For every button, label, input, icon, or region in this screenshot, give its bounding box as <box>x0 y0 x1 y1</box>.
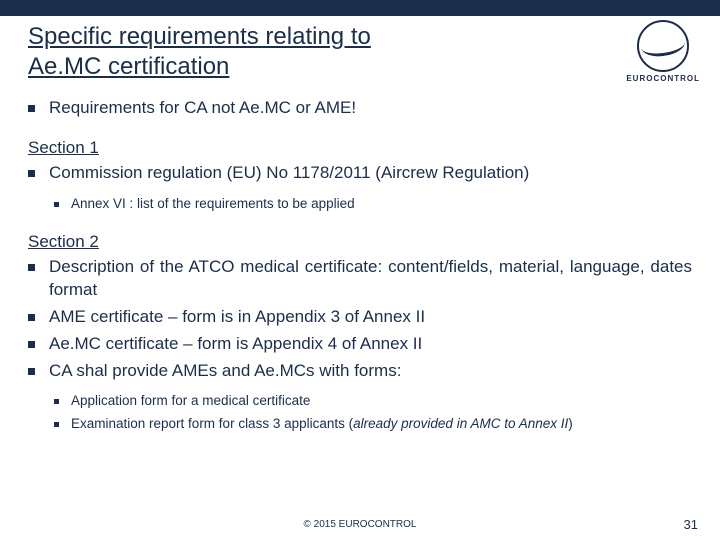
sub-bullet-text: Annex VI : list of the requirements to b… <box>71 195 692 214</box>
intro-bullet: Requirements for CA not Ae.MC or AME! <box>28 97 692 120</box>
slide-body: Requirements for CA not Ae.MC or AME! Se… <box>0 83 720 434</box>
bullet-icon <box>54 422 59 427</box>
bullet-icon <box>28 368 35 375</box>
bullet-text: Commission regulation (EU) No 1178/2011 … <box>49 162 692 185</box>
bullet-text: Ae.MC certificate – form is Appendix 4 o… <box>49 333 692 356</box>
top-bar <box>0 0 720 16</box>
bullet-icon <box>28 314 35 321</box>
page-number: 31 <box>684 517 698 532</box>
title-line-1: Specific requirements relating to <box>28 23 371 50</box>
section-2-bullet: CA shal provide AMEs and Ae.MCs with for… <box>28 360 692 383</box>
sub-bullet-text: Application form for a medical certifica… <box>71 392 692 411</box>
footer-copyright: © 2015 EUROCONTROL <box>0 519 720 530</box>
section-1-sub-bullet: Annex VI : list of the requirements to b… <box>54 195 692 214</box>
title-line-2: Ae.MC certification <box>28 53 229 80</box>
bullet-icon <box>28 170 35 177</box>
section-2-bullet: Ae.MC certificate – form is Appendix 4 o… <box>28 333 692 356</box>
bullet-icon <box>28 105 35 112</box>
bullet-icon <box>54 399 59 404</box>
bullet-icon <box>28 264 35 271</box>
eurocontrol-logo: EUROCONTROL <box>626 20 700 83</box>
section-1-bullet: Commission regulation (EU) No 1178/2011 … <box>28 162 692 185</box>
section-2-sub-bullet: Application form for a medical certifica… <box>54 392 692 411</box>
logo-icon <box>637 20 689 72</box>
section-2-heading: Section 2 <box>28 232 692 252</box>
section-1-heading: Section 1 <box>28 138 692 158</box>
sub-bullet-prefix: Examination report form for class 3 appl… <box>71 416 353 431</box>
bullet-text: Description of the ATCO medical certific… <box>49 256 692 302</box>
header: Specific requirements relating to Ae.MC … <box>0 16 720 83</box>
bullet-icon <box>28 341 35 348</box>
section-2-bullet: Description of the ATCO medical certific… <box>28 256 692 302</box>
bullet-icon <box>54 202 59 207</box>
sub-bullet-close: ) <box>568 416 573 431</box>
bullet-text: CA shal provide AMEs and Ae.MCs with for… <box>49 360 692 383</box>
bullet-text: AME certificate – form is in Appendix 3 … <box>49 306 692 329</box>
section-2-sub-bullet: Examination report form for class 3 appl… <box>54 415 692 434</box>
sub-bullet-text: Examination report form for class 3 appl… <box>71 415 692 434</box>
logo-label: EUROCONTROL <box>626 74 700 83</box>
sub-bullet-italic: already provided in AMC to Annex II <box>353 416 568 431</box>
slide-title: Specific requirements relating to Ae.MC … <box>28 22 371 82</box>
intro-text: Requirements for CA not Ae.MC or AME! <box>49 97 692 120</box>
section-2-bullet: AME certificate – form is in Appendix 3 … <box>28 306 692 329</box>
